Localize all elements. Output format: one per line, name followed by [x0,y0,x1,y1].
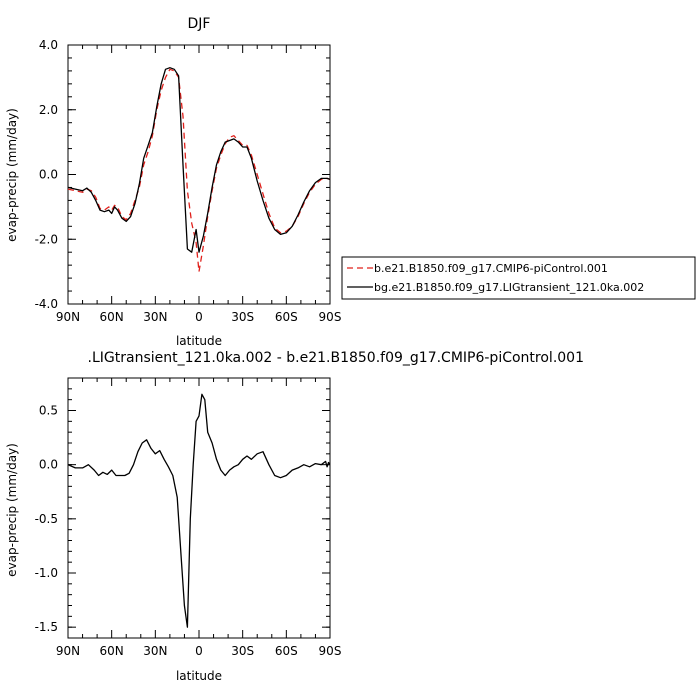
x-tick-label: 30N [143,310,167,324]
x-tick-label: 0 [195,310,203,324]
x-tick-label: 90N [56,310,80,324]
panel-bottom-title: .LIGtransient_121.0ka.002 - b.e21.B1850.… [88,350,584,366]
x-tick-label: 30S [231,310,254,324]
y-tick-label: -1.0 [35,566,58,580]
legend: b.e21.B1850.f09_g17.CMIP6-piControl.001 … [341,256,696,300]
x-tick-label: 30N [143,644,167,658]
panel-bottom-series [67,393,331,628]
x-tick-label: 0 [195,644,203,658]
panel-top-title: DJF [188,16,211,32]
y-tick-label: 4.0 [39,38,58,52]
legend-label-series-1: bg.e21.B1850.f09_g17.LIGtransient_121.0k… [374,281,644,294]
series-line-0 [67,68,331,273]
panel-top-xlabel: latitude [176,334,222,348]
series-line-1 [67,67,331,253]
x-tick-label: 60S [275,310,298,324]
x-tick-label: 60N [100,310,124,324]
y-tick-label: -2.0 [35,232,58,246]
panel-bottom-ylabel: evap-precip (mm/day) [5,443,19,577]
y-tick-label: -0.5 [35,512,58,526]
panel-top: DJF 90N 60N 30N 0 30S 60S 90S -4.0 -2.0 0.0 2.0 4.0… [5,16,341,348]
x-tick-label: 90S [319,644,342,658]
series-line-0 [67,393,331,628]
y-tick-label: -4.0 [35,297,58,311]
y-tick-label: 2.0 [39,103,58,117]
y-tick-label: -1.5 [35,620,58,634]
legend-box [341,256,696,300]
x-tick-label: 90N [56,644,80,658]
x-tick-label: 30S [231,644,254,658]
panel-top-ylabel: evap-precip (mm/day) [5,108,19,242]
x-tick-label: 60S [275,644,298,658]
x-tick-label: 90S [319,310,342,324]
panel-bottom-xlabel: latitude [176,669,222,683]
panel-bottom: .LIGtransient_121.0ka.002 - b.e21.B1850.… [5,350,584,683]
x-tick-label: 60N [100,644,124,658]
legend-label-series-0: b.e21.B1850.f09_g17.CMIP6-piControl.001 [374,262,608,275]
y-tick-label: 0.0 [39,168,58,182]
panel-top-ticks: 90N 60N 30N 0 30S 60S 90S -4.0 -2.0 0.0 2.0 4.0 [35,38,342,324]
y-tick-label: 0.0 [39,458,58,472]
panel-top-series [67,67,331,273]
y-tick-label: 0.5 [39,404,58,418]
